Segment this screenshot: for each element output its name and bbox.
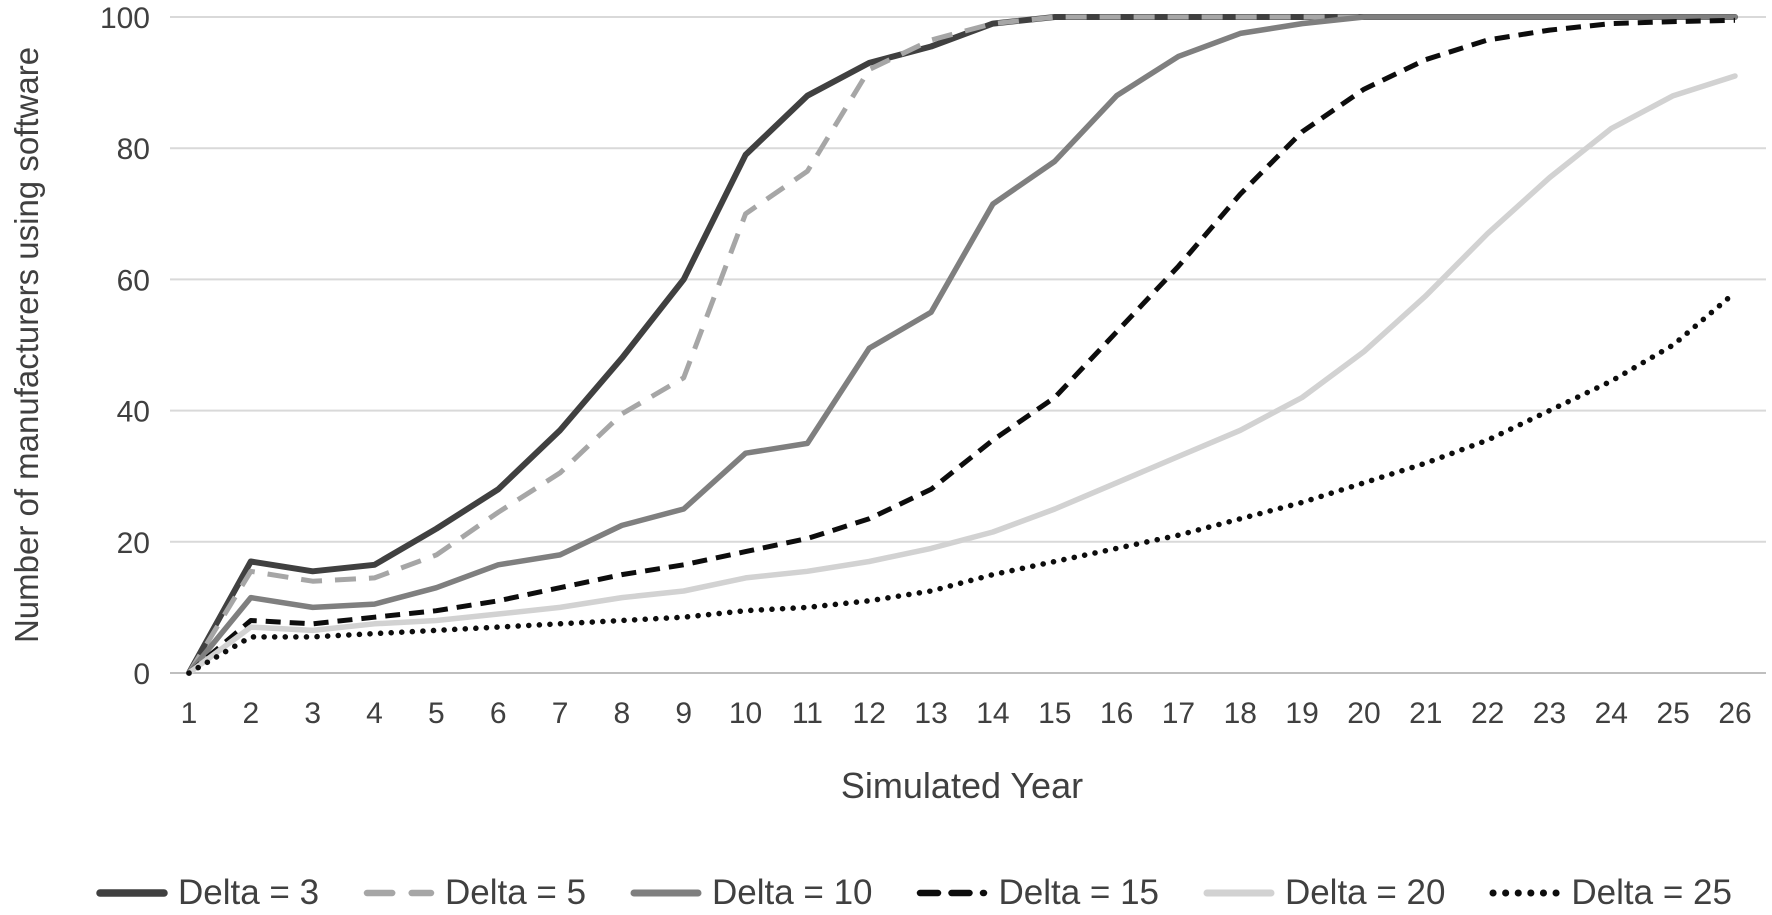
x-tick-label: 9 [675, 697, 692, 730]
legend-label: Delta = 5 [445, 872, 587, 912]
y-tick-label: 60 [117, 264, 150, 297]
legend-label: Delta = 20 [1284, 872, 1446, 912]
legend-item-delta-25: Delta = 25 [1489, 873, 1732, 913]
y-tick-label: 100 [100, 2, 150, 35]
x-tick-label: 10 [729, 697, 762, 730]
x-tick-label: 23 [1533, 697, 1566, 730]
x-tick-label: 13 [914, 697, 947, 730]
x-tick-label: 14 [976, 697, 1009, 730]
legend-line-solid-lightgray-icon [1203, 889, 1275, 896]
x-tick-label: 3 [304, 697, 321, 730]
x-tick-label: 26 [1718, 697, 1751, 730]
legend-line-dashed-black-icon [917, 889, 988, 896]
series-line-delta20 [186, 73, 1738, 676]
x-tick-label: 7 [552, 697, 569, 730]
x-tick-label: 2 [242, 697, 259, 730]
series-line-delta3 [186, 14, 1738, 676]
x-tick-label: 22 [1471, 697, 1504, 730]
gridlines [170, 16, 1766, 674]
x-tick-label: 16 [1100, 697, 1133, 730]
y-tick-label: 20 [117, 527, 150, 560]
x-tick-label: 6 [490, 697, 507, 730]
x-axis-tick-labels: 1 2 3 4 5 6 7 8 9 10 11 12 13 14 15 16 17 18 19 20 21 22 23 24 2… [181, 697, 1752, 730]
series-line-delta25 [186, 289, 1738, 676]
legend-line-dashed-gray-icon [363, 889, 435, 896]
x-tick-label: 11 [792, 697, 823, 730]
series-line-delta5 [186, 14, 1735, 675]
y-tick-label: 40 [117, 396, 150, 429]
x-tick-label: 15 [1038, 697, 1071, 730]
chart-legend: Delta = 3 Delta = 5 Delta = 10 Delta = 1… [96, 870, 1732, 915]
legend-line-solid-dark-icon [96, 888, 168, 897]
legend-line-solid-gray-icon [630, 889, 702, 896]
x-tick-label: 4 [366, 697, 383, 730]
x-tick-label: 24 [1595, 697, 1628, 730]
x-tick-label: 5 [428, 697, 445, 730]
y-tick-label: 80 [117, 133, 150, 166]
legend-item-delta-3: Delta = 3 [96, 873, 319, 913]
x-tick-label: 20 [1347, 697, 1380, 730]
x-tick-label: 8 [614, 697, 631, 730]
x-tick-label: 25 [1656, 697, 1689, 730]
series-line-delta10 [186, 14, 1738, 676]
x-tick-label: 21 [1409, 697, 1442, 730]
series-lines [186, 14, 1738, 676]
legend-label: Delta = 25 [1571, 872, 1732, 912]
x-tick-label: 17 [1162, 697, 1195, 730]
legend-label: Delta = 15 [998, 872, 1159, 912]
legend-item-delta-20: Delta = 20 [1203, 872, 1446, 913]
x-tick-label: 12 [853, 697, 886, 730]
y-axis-title: Number of manufacturers using software [8, 47, 45, 643]
legend-item-delta-15: Delta = 15 [916, 873, 1159, 913]
legend-item-delta-5: Delta = 5 [363, 873, 586, 913]
x-axis-title: Simulated Year [841, 765, 1083, 806]
legend-label: Delta = 3 [178, 872, 320, 912]
legend-label: Delta = 10 [712, 872, 873, 912]
legend-line-dotted-black-icon [1489, 889, 1561, 896]
x-tick-label: 19 [1285, 697, 1318, 730]
series-line-delta15 [187, 17, 1736, 675]
legend-item-delta-10: Delta = 10 [630, 873, 873, 913]
y-axis-tick-labels: 0 20 40 60 80 100 [100, 2, 150, 691]
y-tick-label: 0 [133, 658, 150, 691]
x-tick-label: 18 [1224, 697, 1257, 730]
x-tick-label: 1 [181, 697, 198, 730]
